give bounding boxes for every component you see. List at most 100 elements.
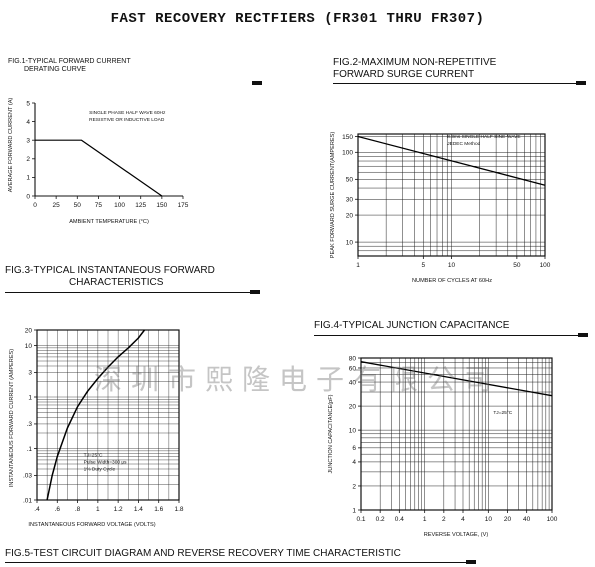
x-axis-label: INSTANTANEOUS FORWARD VOLTAGE (VOLTS) — [28, 522, 155, 528]
y-tick-label: 1 — [352, 507, 356, 514]
fig3-caption-rule — [5, 292, 257, 293]
series-line — [35, 139, 163, 197]
chart-annotation: TJ=25°C — [493, 410, 512, 416]
x-tick-label: 100 — [114, 202, 125, 209]
x-tick-label: 20 — [504, 516, 512, 523]
y-tick-label: 20 — [25, 327, 33, 334]
y-tick-label: 100 — [342, 150, 353, 157]
x-tick-label: 1.4 — [134, 506, 143, 513]
x-tick-label: .6 — [55, 506, 61, 513]
x-tick-label: 1 — [423, 516, 427, 523]
x-tick-label: 1.6 — [154, 506, 163, 513]
x-tick-label: 0.4 — [395, 516, 404, 523]
y-tick-label: 50 — [346, 177, 354, 184]
fig5-caption-rule — [5, 562, 475, 563]
x-tick-label: 10 — [485, 516, 493, 523]
fig1-caption-line1: FIG.1-TYPICAL FORWARD CURRENT — [8, 58, 131, 65]
x-tick-label: 125 — [135, 202, 146, 209]
y-tick-label: 40 — [349, 379, 357, 386]
fig4-capacitance-chart: 0.1 0.2 0.4 1 2 4 10 20 40 100 1 2 4 6 10 20 40 60 80 REVER… — [328, 355, 558, 538]
x-tick-label: 100 — [547, 516, 558, 523]
x-tick-label: 50 — [513, 262, 521, 269]
page-title: FAST RECOVERY RECTFIERS (FR301 THRU FR30… — [110, 11, 485, 27]
x-tick-label: 1.2 — [114, 506, 123, 513]
x-tick-label: 0.2 — [376, 516, 385, 523]
y-tick-label: 2 — [352, 483, 356, 490]
chart-annotation: SINGLE PHASE HALF WAVE 60Hz — [89, 110, 166, 116]
x-tick-label: 50 — [74, 202, 82, 209]
series-line — [357, 135, 546, 186]
y-tick-label: .1 — [27, 446, 33, 453]
y-tick-label: 2 — [26, 156, 30, 163]
y-tick-label: 20 — [346, 212, 354, 219]
fig1-caption-rule-end — [252, 81, 262, 85]
chart-annotation: RESISTIVE OR INDUCTIVE LOAD — [89, 117, 165, 123]
fig2-caption-line1: FIG.2-MAXIMUM NON-REPETITIVE — [333, 57, 497, 68]
x-tick-label: 5 — [422, 262, 426, 269]
y-tick-label: 60 — [349, 365, 357, 372]
plot-frame — [360, 357, 553, 511]
x-tick-label: 150 — [156, 202, 167, 209]
x-tick-label: 0.1 — [356, 516, 365, 523]
y-tick-label: 30 — [346, 197, 354, 204]
fig5-caption: FIG.5-TEST CIRCUIT DIAGRAM AND REVERSE R… — [5, 548, 401, 559]
y-axis-label: INSTANTANEOUS FORWARD CURRENT (AMPERES) — [9, 349, 15, 487]
x-tick-label: 1.8 — [174, 506, 183, 513]
chart-annotation: 8.3ms SINGLE HALF SINE-WAVE — [447, 134, 520, 140]
fig5-caption-rule-end — [466, 560, 476, 564]
x-tick-label: 10 — [448, 262, 456, 269]
x-axis-label: AMBIENT TEMPERATURE (°C) — [69, 219, 149, 225]
x-tick-label: .4 — [34, 506, 40, 513]
fig4-caption-rule — [314, 335, 586, 336]
x-tick-label: .8 — [75, 506, 81, 513]
fig3-caption-line1: FIG.3-TYPICAL INSTANTANEOUS FORWARD — [5, 265, 215, 276]
series-line — [46, 329, 146, 501]
fig4-caption-rule-end — [578, 333, 588, 337]
fig3-caption-rule-end — [250, 290, 260, 294]
plot-frame — [36, 329, 180, 501]
y-tick-label: 10 — [25, 343, 33, 350]
x-tick-label: 25 — [53, 202, 61, 209]
series-line — [360, 361, 553, 397]
x-tick-label: 1 — [356, 262, 360, 269]
y-tick-label: 3 — [26, 138, 30, 145]
y-tick-label: 10 — [349, 427, 357, 434]
y-axis-label: JUNCTION CAPACITANCE(pF) — [328, 394, 334, 473]
y-tick-label: .03 — [23, 473, 32, 480]
y-tick-label: 1 — [28, 394, 32, 401]
x-tick-label: 40 — [523, 516, 531, 523]
y-tick-label: 1 — [26, 175, 30, 182]
fig2-caption-rule — [333, 83, 585, 84]
x-axis-label: NUMBER OF CYCLES AT 60Hz — [412, 278, 492, 284]
y-tick-label: 4 — [352, 459, 356, 466]
y-tick-label: 20 — [349, 403, 357, 410]
chart-annotation: 1% Duty Cycle — [84, 466, 116, 472]
y-tick-label: .01 — [23, 497, 32, 504]
fig1-caption-line2: DERATING CURVE — [24, 66, 86, 73]
chart-annotation: TJ=25°C — [84, 452, 103, 458]
y-tick-label: 10 — [346, 239, 354, 246]
chart-annotation: Pulse Width=300 μs — [84, 459, 127, 465]
x-tick-label: 1 — [96, 506, 100, 513]
x-tick-label: 0 — [33, 202, 37, 209]
y-tick-label: 4 — [26, 119, 30, 126]
x-tick-label: 175 — [178, 202, 189, 209]
x-axis-label: REVERSE VOLTAGE, (V) — [424, 532, 489, 538]
y-tick-label: 80 — [349, 355, 357, 362]
fig3-caption-line2: CHARACTERISTICS — [69, 277, 164, 288]
y-tick-label: 6 — [352, 445, 356, 452]
fig1-derating-chart: 0 25 50 75 100 125 150 175 0 1 2 3 4 5 AMBIENT TEMPERA… — [8, 98, 189, 225]
fig3-forward-chart: .4 .6 .8 1 1.2 1.4 1.6 1.8 .01 .03 .1 .3 1 3 10 20 INSTA… — [9, 327, 184, 528]
x-tick-label: 100 — [540, 262, 551, 269]
y-tick-label: 3 — [28, 370, 32, 377]
x-tick-label: 4 — [461, 516, 465, 523]
chart-annotation: JEDEC Method — [447, 141, 480, 147]
x-tick-label: 2 — [442, 516, 446, 523]
y-tick-label: 0 — [26, 193, 30, 200]
fig2-surge-chart: 1 5 10 50 100 10 20 30 50 100 150 NUMBER OF CYCLES … — [330, 132, 551, 284]
y-axis-label: AVERAGE FORWARD CURRENT (A) — [8, 98, 14, 193]
fig2-caption-line2: FORWARD SURGE CURRENT — [333, 69, 475, 80]
fig2-caption-rule-end — [576, 81, 586, 85]
x-tick-label: 75 — [95, 202, 103, 209]
y-tick-label: .3 — [27, 421, 33, 428]
